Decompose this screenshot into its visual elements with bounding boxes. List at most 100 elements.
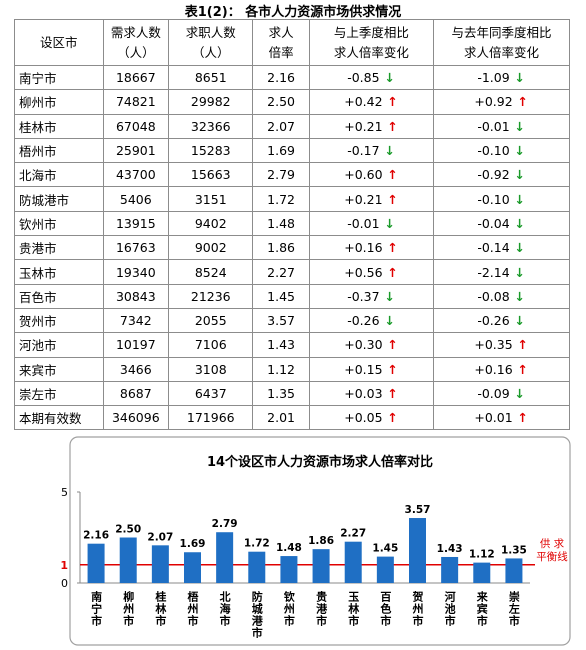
trend-arrow: ↑ bbox=[517, 361, 528, 377]
trend-arrow: ↓ bbox=[384, 215, 395, 231]
table-cell: 8651 bbox=[168, 64, 254, 91]
balance-line-value: 1 bbox=[60, 559, 68, 572]
cell-text: 5406 bbox=[119, 191, 152, 207]
cell-text: +0.16 bbox=[344, 240, 383, 256]
balance-line-label: 平衡线 bbox=[536, 550, 568, 563]
x-tick-label: 钦州市 bbox=[282, 590, 296, 627]
table-cell: +0.60 ↑ bbox=[308, 162, 435, 188]
header-row: 设区市 需求人数 （人） 求职人数 （人） 求人 倍率 与上季度相比 求人倍率变化 与去年同季度相… bbox=[14, 19, 570, 66]
x-tick-label: 贺州市 bbox=[411, 590, 425, 627]
table-cell: 1.43 bbox=[252, 332, 310, 358]
table-cell: 百色市 bbox=[14, 283, 104, 309]
table-cell: 2.79 bbox=[252, 162, 310, 188]
table-cell: 1.12 bbox=[252, 356, 310, 382]
cell-text: 7106 bbox=[194, 337, 227, 353]
cell-text: 2055 bbox=[194, 313, 227, 329]
table-cell: 3108 bbox=[168, 356, 254, 382]
header-text: 求人倍率变化 bbox=[333, 44, 409, 60]
cell-text: -0.14 bbox=[477, 240, 510, 256]
cell-text: 1.48 bbox=[267, 215, 296, 231]
x-tick-label: 防城港市 bbox=[250, 590, 263, 639]
cell-text: 1.69 bbox=[267, 143, 296, 159]
value-label: 2.50 bbox=[115, 524, 141, 536]
cell-text: -0.10 bbox=[477, 191, 510, 207]
y-tick-label: 0 bbox=[61, 577, 68, 590]
cell-text: 北海市 bbox=[19, 168, 57, 184]
header-text: 求人 bbox=[268, 24, 294, 40]
cell-text: +0.60 bbox=[344, 167, 383, 183]
table-cell: -0.01 ↓ bbox=[433, 113, 570, 139]
cell-text: 171966 bbox=[186, 410, 235, 426]
cell-text: -0.10 bbox=[477, 143, 510, 159]
table-cell: 贵港市 bbox=[14, 235, 104, 261]
table-cell: 18667 bbox=[102, 64, 170, 91]
trend-arrow: ↑ bbox=[387, 167, 398, 183]
x-tick-label: 河池市 bbox=[443, 590, 456, 627]
trend-arrow: ↓ bbox=[514, 264, 525, 280]
x-tick-label: 百色市 bbox=[379, 591, 392, 627]
table-cell: 2.50 bbox=[252, 89, 310, 115]
bar bbox=[184, 552, 201, 583]
header-text: 需求人数 bbox=[110, 24, 161, 40]
table-cell: -0.26 ↓ bbox=[308, 307, 435, 334]
value-label: 1.72 bbox=[244, 538, 270, 550]
header-text: 倍率 bbox=[268, 44, 294, 60]
cell-text: 2.27 bbox=[267, 264, 296, 280]
table-cell: 防城港市 bbox=[14, 186, 104, 212]
cell-text: 1.12 bbox=[267, 361, 296, 377]
table-cell: +0.56 ↑ bbox=[308, 259, 435, 285]
header-text: 求人倍率变化 bbox=[463, 44, 539, 60]
bar bbox=[216, 532, 234, 583]
table-cell: -2.14 ↓ bbox=[433, 259, 570, 285]
table-cell: 67048 bbox=[102, 113, 170, 139]
table-cell: 7106 bbox=[168, 332, 254, 358]
table-cell: 9402 bbox=[168, 210, 254, 237]
table-row: 桂林市 67048 32366 2.07 +0.21 ↑ -0.01 ↓ bbox=[14, 113, 570, 139]
table-cell: 2.16 bbox=[252, 64, 310, 91]
cell-text: -0.37 bbox=[347, 288, 380, 304]
cell-text: -0.17 bbox=[347, 143, 380, 159]
trend-arrow: ↓ bbox=[514, 240, 525, 256]
table-row: 玉林市 19340 8524 2.27 +0.56 ↑ -2.14 ↓ bbox=[14, 259, 570, 285]
trend-arrow: ↓ bbox=[514, 313, 525, 329]
table-cell: +0.21 ↑ bbox=[308, 113, 435, 139]
trend-arrow: ↓ bbox=[514, 191, 525, 207]
cell-text: 2.50 bbox=[267, 94, 296, 110]
table-row: 百色市 30843 21236 1.45 -0.37 ↓ -0.08 ↓ bbox=[14, 283, 570, 309]
cell-text: 2.07 bbox=[267, 118, 296, 134]
cell-text: 29982 bbox=[190, 94, 231, 110]
x-tick-label: 南宁市 bbox=[90, 590, 103, 627]
table-cell: 1.48 bbox=[252, 210, 310, 237]
cell-text: 钦州市 bbox=[19, 216, 57, 232]
table-cell: 2.01 bbox=[252, 405, 310, 431]
value-label: 1.69 bbox=[180, 538, 206, 550]
cell-text: 7342 bbox=[119, 313, 152, 329]
value-label: 1.12 bbox=[469, 549, 495, 561]
cell-text: 10197 bbox=[115, 337, 156, 353]
header-text: 与去年同季度相比 bbox=[451, 24, 552, 40]
table-cell: +0.21 ↑ bbox=[308, 186, 435, 212]
x-tick-label: 北海市 bbox=[218, 590, 231, 627]
table-cell: -1.09 ↓ bbox=[433, 64, 570, 91]
trend-arrow: ↑ bbox=[387, 94, 398, 110]
cell-text: 1.43 bbox=[267, 337, 296, 353]
table-cell: 1.86 bbox=[252, 235, 310, 261]
trend-arrow: ↓ bbox=[384, 143, 395, 159]
cell-text: 13915 bbox=[115, 215, 156, 231]
cell-text: -0.26 bbox=[347, 313, 380, 329]
cell-text: 67048 bbox=[115, 118, 156, 134]
table-cell: -0.26 ↓ bbox=[433, 307, 570, 334]
cell-text: 15663 bbox=[190, 167, 231, 183]
value-label: 1.35 bbox=[501, 544, 527, 556]
table-cell: 7342 bbox=[102, 307, 170, 334]
cell-text: +0.21 bbox=[344, 118, 383, 134]
cell-text: +0.15 bbox=[344, 361, 383, 377]
cell-text: 6437 bbox=[194, 386, 227, 401]
cell-text: 1.45 bbox=[267, 288, 296, 304]
table-cell: 1.35 bbox=[252, 380, 310, 407]
table-cell: +0.16 ↑ bbox=[433, 356, 570, 382]
cell-text: 3466 bbox=[119, 361, 152, 377]
table-cell: 43700 bbox=[102, 162, 170, 188]
table-row: 北海市 43700 15663 2.79 +0.60 ↑ -0.92 ↓ bbox=[14, 162, 570, 188]
header-cell: 需求人数 （人） bbox=[102, 19, 170, 66]
